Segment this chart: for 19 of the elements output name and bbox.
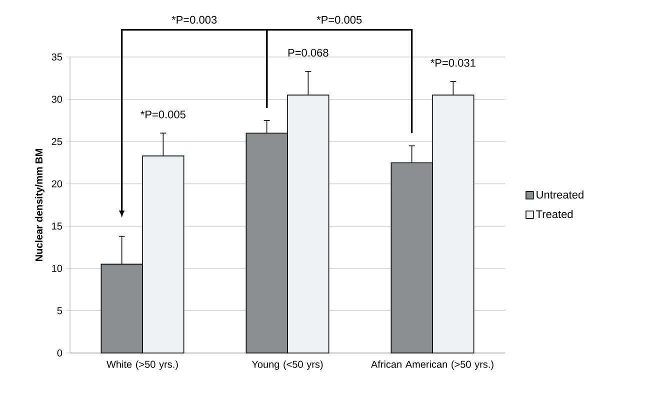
text: P=0.068	[288, 48, 328, 57]
annotation: *P=0.005	[140, 110, 186, 118]
legend-label: Untreated	[536, 190, 584, 199]
x-tick-label: White (>50 yrs.)	[106, 360, 178, 370]
x-tick-label: African American (>50 yrs.)	[370, 360, 494, 370]
legend-label: Treated	[536, 210, 573, 218]
text: *P=0.005	[316, 16, 362, 24]
y-tick-label: 15	[52, 222, 62, 230]
x-tick-label: Young (<50 yrs)	[252, 360, 323, 370]
y-tick-label: 0	[57, 349, 62, 357]
y-tick-label: 5	[57, 307, 62, 314]
text: *P=0.003	[172, 16, 217, 24]
y-tick-label: 35	[52, 53, 62, 61]
y-axis-title: Nuclear density/mm BM	[35, 148, 44, 262]
annotation: *P=0.031	[430, 59, 476, 67]
y-tick-label: 10	[52, 264, 62, 272]
y-tick-label: 25	[52, 138, 62, 146]
y-tick-label: 20	[52, 180, 62, 188]
y-tick-label: 30	[52, 96, 62, 103]
